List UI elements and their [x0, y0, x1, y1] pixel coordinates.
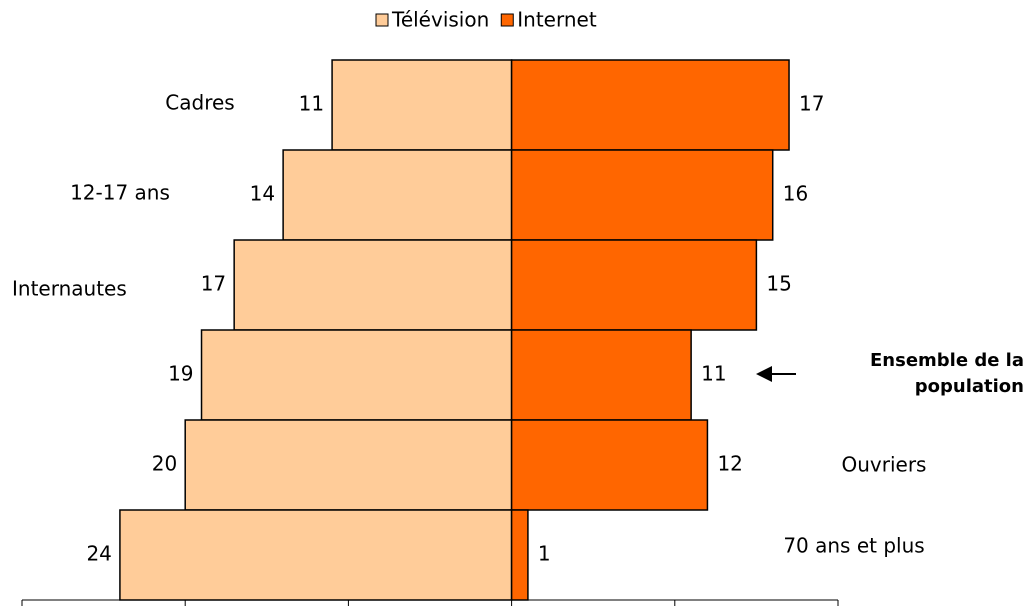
arrow-head	[756, 366, 772, 382]
category-label: Internautes	[12, 277, 127, 301]
value-label: 14	[250, 182, 275, 206]
bar	[331, 59, 513, 151]
value-label: 1	[538, 542, 551, 566]
value-label: 12	[717, 452, 742, 476]
bar	[510, 239, 758, 331]
bar	[119, 509, 513, 601]
category-label: 70 ans et plus	[783, 534, 924, 558]
bar	[233, 239, 513, 331]
bar	[184, 419, 513, 511]
bar	[510, 509, 529, 601]
category-label: Ouvriers	[842, 453, 927, 477]
value-label: 16	[783, 182, 808, 206]
value-label: 17	[201, 272, 226, 296]
legend-swatch	[500, 13, 514, 27]
bar	[510, 59, 790, 151]
value-label: 11	[701, 362, 726, 386]
bar	[510, 329, 692, 421]
value-label: 19	[168, 362, 193, 386]
category-label-box: Ensemble de la population	[870, 350, 1024, 397]
legend-label: Internet	[517, 8, 597, 32]
bar	[510, 149, 774, 241]
category-label: Ensemble de la population	[870, 350, 1024, 397]
category-label: 12-17 ans	[70, 181, 170, 205]
category-label: Cadres	[165, 91, 234, 115]
bar	[200, 329, 513, 421]
bar	[510, 419, 709, 511]
value-label: 17	[799, 92, 824, 116]
legend-swatch	[375, 13, 389, 27]
legend-label: Télévision	[391, 8, 489, 32]
value-label: 20	[152, 452, 177, 476]
value-label: 11	[299, 92, 324, 116]
value-label: 24	[86, 542, 111, 566]
bar	[282, 149, 513, 241]
value-label: 15	[766, 272, 791, 296]
